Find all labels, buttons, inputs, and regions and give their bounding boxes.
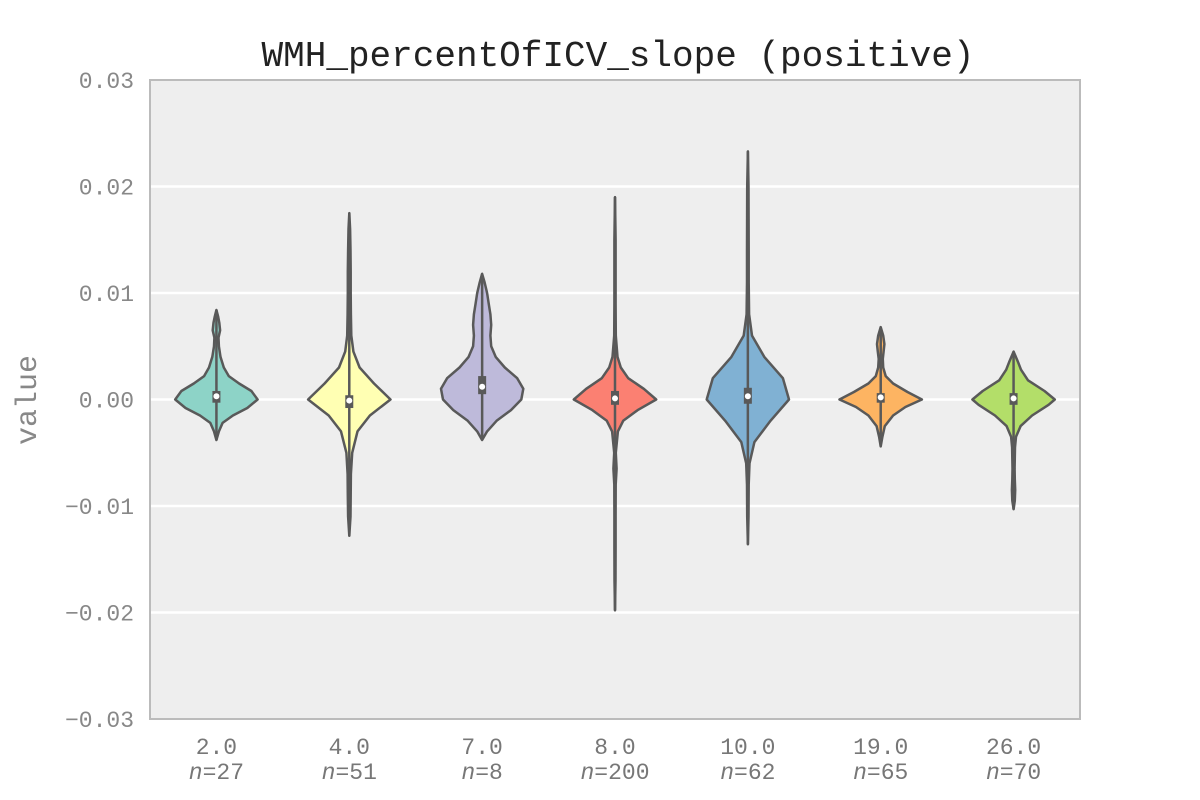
violin-median (479, 383, 486, 390)
violin-median (744, 393, 751, 400)
y-tick-label: 0.00 (79, 389, 134, 415)
y-tick-label: 0.02 (79, 176, 134, 202)
x-tick-label: 19.0 (853, 735, 908, 761)
n-value: 51 (349, 760, 377, 786)
equals-sign: = (1000, 760, 1014, 786)
y-axis-ticks: 0.03 0.02 0.01 0.00 −0.01 −0.02 −0.03 (65, 69, 134, 734)
chart-title: WMH_percentOfICV_slope (positive) (262, 36, 975, 77)
x-axis-labels: 2.0n=274.0n=517.0n=88.0n=20010.0n=6219.0… (189, 735, 1041, 786)
n-value: 65 (881, 760, 909, 786)
n-symbol: n (461, 760, 475, 786)
violin-median (877, 394, 884, 401)
sample-size-label: n=65 (853, 760, 908, 786)
equals-sign: = (734, 760, 748, 786)
sample-size-label: n=51 (322, 760, 377, 786)
violin-7.0 (439, 272, 525, 442)
equals-sign: = (867, 760, 881, 786)
n-value: 70 (1014, 760, 1042, 786)
n-symbol: n (853, 760, 867, 786)
x-tick-label: 2.0 (196, 735, 237, 761)
n-value: 62 (748, 760, 776, 786)
equals-sign: = (594, 760, 608, 786)
n-value: 200 (608, 760, 649, 786)
violin-median (346, 397, 353, 404)
equals-sign: = (335, 760, 349, 786)
sample-size-label: n=27 (189, 760, 244, 786)
y-tick-label: −0.01 (65, 495, 134, 521)
equals-sign: = (475, 760, 489, 786)
n-symbol: n (322, 760, 336, 786)
violin-median (612, 395, 618, 402)
violin-median (1010, 395, 1017, 402)
y-tick-label: 0.03 (79, 69, 134, 95)
sample-size-label: n=62 (720, 760, 775, 786)
sample-size-label: n=200 (580, 760, 649, 786)
x-tick-label: 7.0 (461, 735, 502, 761)
violin-26.0 (971, 350, 1057, 511)
y-axis-label: value (12, 355, 46, 445)
x-tick-label: 4.0 (329, 735, 370, 761)
n-symbol: n (189, 760, 203, 786)
violin-2.0 (173, 308, 259, 442)
sample-size-label: n=70 (986, 760, 1041, 786)
y-tick-label: −0.02 (65, 602, 134, 628)
y-tick-label: 0.01 (79, 282, 134, 308)
x-tick-label: 10.0 (720, 735, 775, 761)
sample-size-label: n=8 (461, 760, 502, 786)
violin-4.0 (306, 211, 392, 538)
violin-8.0 (572, 195, 658, 612)
x-tick-label: 26.0 (986, 735, 1041, 761)
n-symbol: n (720, 760, 734, 786)
n-value: 27 (216, 760, 244, 786)
violin-median (213, 393, 220, 400)
violins (173, 150, 1057, 612)
violin-10.0 (705, 150, 791, 546)
n-symbol: n (986, 760, 1000, 786)
x-tick-label: 8.0 (594, 735, 635, 761)
n-symbol: n (580, 760, 594, 786)
y-tick-label: −0.03 (65, 708, 134, 734)
violin-19.0 (838, 325, 924, 448)
equals-sign: = (203, 760, 217, 786)
n-value: 8 (489, 760, 503, 786)
